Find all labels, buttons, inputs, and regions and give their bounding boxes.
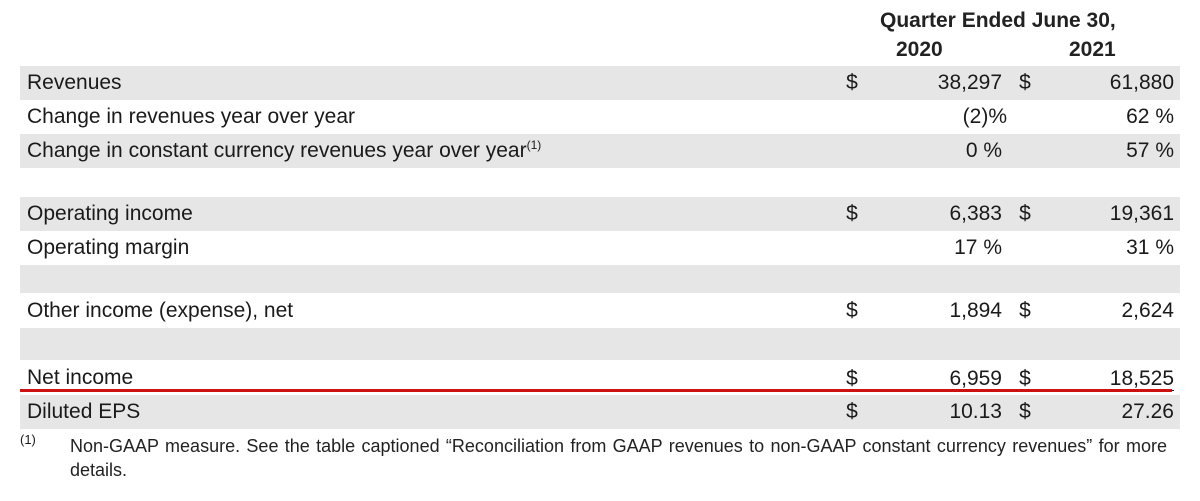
row-label: Operating income xyxy=(27,202,193,225)
value-2021: 2,624 xyxy=(1121,299,1174,322)
currency-2020: $ xyxy=(846,71,858,94)
spacer-row xyxy=(20,328,1180,360)
currency-2020: $ xyxy=(846,202,858,225)
table-row-operating-income: Operating income $ 6,383 $ 19,361 xyxy=(20,197,1180,231)
row-label: Other income (expense), net xyxy=(27,299,294,322)
currency-2021: $ xyxy=(1019,202,1031,225)
footnote-reference: (1) xyxy=(526,138,542,152)
value-2021: 61,880 xyxy=(1109,71,1174,94)
value-2020: 0 % xyxy=(965,139,1002,162)
table-row-net-income: Net income $ 6,959 $ 18,525 xyxy=(20,362,1180,396)
footnote-marker: (1) xyxy=(20,432,36,447)
value-2020: 17 % xyxy=(954,236,1002,259)
table-row-operating-margin: Operating margin 17 % 31 % xyxy=(20,231,1180,265)
value-2020: (2)% xyxy=(962,105,1007,128)
highlight-underline xyxy=(20,389,1172,392)
value-2020: 1,894 xyxy=(949,299,1002,322)
row-label-text: Change in constant currency revenues yea… xyxy=(27,139,527,162)
year-2020-header: 2020 xyxy=(896,38,943,61)
row-label: Diluted EPS xyxy=(27,400,141,423)
value-2021: 18,525 xyxy=(1050,362,1174,396)
table-row-other-income: Other income (expense), net $ 1,894 $ 2,… xyxy=(20,294,1180,328)
currency-2021: $ xyxy=(1019,71,1031,94)
table-row-revenues: Revenues $ 38,297 $ 61,880 xyxy=(20,66,1180,100)
currency-2021: $ xyxy=(1019,400,1031,423)
value-2021: 31 % xyxy=(1126,236,1174,259)
currency-2021-text: $ xyxy=(1019,367,1031,391)
row-label: Operating margin xyxy=(27,236,190,259)
table-row-diluted-eps: Diluted EPS $ 10.13 $ 27.26 xyxy=(20,395,1180,429)
row-label: Revenues xyxy=(27,71,122,94)
value-2021: 62 % xyxy=(1126,105,1174,128)
currency-2020: $ xyxy=(840,362,864,396)
currency-2020: $ xyxy=(846,299,858,322)
value-2021: 27.26 xyxy=(1121,400,1174,423)
currency-2021: $ xyxy=(1013,362,1037,396)
table-row-revenue-change: Change in revenues year over year (2)% 6… xyxy=(20,100,1180,134)
spacer-row xyxy=(20,265,1180,293)
currency-2021: $ xyxy=(1019,299,1031,322)
period-header: Quarter Ended June 30, xyxy=(880,9,1116,32)
row-label: Change in constant currency revenues yea… xyxy=(27,134,541,168)
value-2021: 57 % xyxy=(1126,139,1174,162)
row-label: Change in revenues year over year xyxy=(27,105,356,128)
value-2021-text: 18,525 xyxy=(1109,367,1174,391)
value-2020: 38,297 xyxy=(937,71,1002,94)
value-2020: 6,959 xyxy=(875,362,1002,396)
value-2020: 6,383 xyxy=(949,202,1002,225)
footnote-text: Non-GAAP measure. See the table captione… xyxy=(70,436,1167,480)
currency-2020: $ xyxy=(846,400,858,423)
year-2021-header: 2021 xyxy=(1069,38,1116,61)
value-2021: 19,361 xyxy=(1109,202,1174,225)
value-2020: 10.13 xyxy=(949,400,1002,423)
row-label: Net income xyxy=(27,366,134,389)
value-2020-text: 6,959 xyxy=(949,367,1002,391)
table-row-constant-currency-change: Change in constant currency revenues yea… xyxy=(20,134,1180,168)
currency-2020-text: $ xyxy=(846,367,858,391)
